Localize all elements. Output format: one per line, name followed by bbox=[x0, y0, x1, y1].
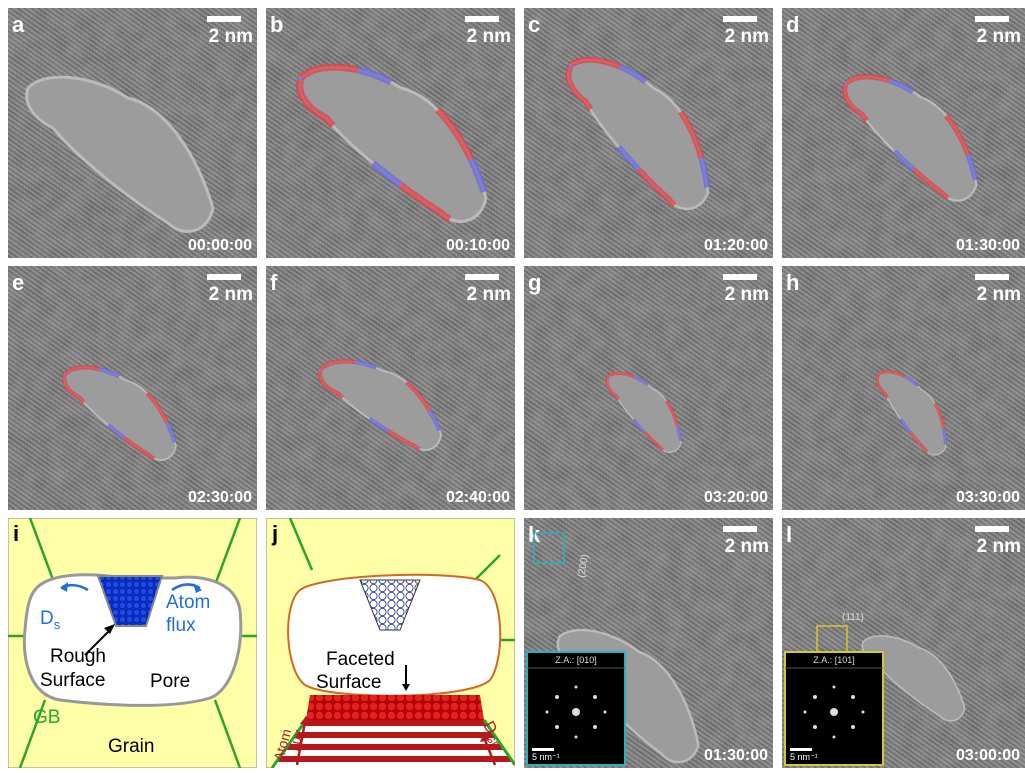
diffraction-spot bbox=[830, 708, 838, 716]
figure: a 2 nm 00:00:00 b 2 nm 00:10:00 c 2 nm 01:20:00 d… bbox=[0, 0, 1025, 773]
subscript: s bbox=[54, 617, 61, 632]
timestamp: 01:20:00 bbox=[704, 237, 768, 254]
tem-panel: c 2 nm 01:20:00 bbox=[524, 8, 773, 258]
timestamp: 03:30:00 bbox=[956, 489, 1020, 506]
panel-label: b bbox=[270, 12, 283, 37]
surface-label: Rough bbox=[50, 646, 106, 667]
scale-bar-label: 2 nm bbox=[209, 26, 253, 47]
scale-bar bbox=[723, 526, 757, 532]
timestamp: 02:30:00 bbox=[188, 489, 252, 506]
diffraction-spot bbox=[546, 711, 549, 714]
tem-panel: g 2 nm 03:20:00 bbox=[524, 266, 773, 510]
diffraction-spot bbox=[572, 708, 580, 716]
panel-label: g bbox=[528, 270, 541, 295]
diffraction-spot bbox=[575, 736, 578, 739]
panel-label: j bbox=[271, 521, 278, 546]
scale-bar bbox=[465, 16, 499, 22]
tem-panel: l 2 nm 03:00:00 (111) Z.A.: [101] 5 nm⁻¹ bbox=[782, 518, 1025, 768]
scale-bar-label: 2 nm bbox=[467, 284, 511, 305]
diffraction-spot bbox=[851, 725, 855, 729]
scale-bar-label: 2 nm bbox=[725, 284, 769, 305]
surface-label: Faceted bbox=[326, 649, 395, 670]
tem-panel: f 2 nm 02:40:00 bbox=[266, 266, 515, 510]
tem-panel: b 2 nm 00:10:00 bbox=[266, 8, 515, 258]
diffraction-spot bbox=[604, 711, 607, 714]
scale-bar bbox=[975, 274, 1009, 280]
panel-label: d bbox=[786, 12, 799, 37]
gb-label: GB bbox=[33, 707, 60, 728]
diffraction-spot bbox=[555, 695, 559, 699]
grain-label: Grain bbox=[108, 736, 154, 757]
scale-bar-label: 2 nm bbox=[725, 536, 769, 557]
symbol: D bbox=[40, 608, 54, 629]
plane-label: (111) bbox=[842, 612, 864, 623]
scale-bar-label: 2 nm bbox=[467, 26, 511, 47]
scale-bar-label: 2 nm bbox=[209, 284, 253, 305]
scale-bar-label: 2 nm bbox=[725, 26, 769, 47]
inset-scale-label: 5 nm⁻¹ bbox=[790, 752, 818, 762]
inset-scale-bar bbox=[790, 748, 812, 751]
zone-axis: Z.A.: [101] bbox=[813, 655, 855, 665]
diffraction-spot bbox=[862, 711, 865, 714]
scale-bar bbox=[723, 274, 757, 280]
scale-bar bbox=[207, 16, 241, 22]
diffraction-spot bbox=[833, 736, 836, 739]
scale-bar-label: 2 nm bbox=[977, 26, 1021, 47]
panel-label: e bbox=[12, 270, 24, 295]
timestamp: 00:10:00 bbox=[446, 237, 510, 254]
panel-label: l bbox=[786, 522, 792, 547]
timestamp: 01:30:00 bbox=[704, 747, 768, 764]
panel-label: f bbox=[270, 270, 278, 295]
panel-label: h bbox=[786, 270, 799, 295]
timestamp: 01:30:00 bbox=[956, 237, 1020, 254]
scale-bar bbox=[975, 16, 1009, 22]
diffraction-spot bbox=[833, 686, 836, 689]
surface-label: Surface bbox=[40, 670, 105, 691]
tem-panel: e 2 nm 02:30:00 bbox=[8, 266, 257, 510]
flux-label: flux bbox=[166, 615, 196, 636]
timestamp: 02:40:00 bbox=[446, 489, 510, 506]
diffraction-spot bbox=[593, 725, 597, 729]
pore-label: Pore bbox=[150, 671, 190, 692]
diffraction-spot bbox=[813, 695, 817, 699]
tem-panel: d 2 nm 01:30:00 bbox=[782, 8, 1025, 258]
diffraction-spot bbox=[575, 686, 578, 689]
timestamp: 03:00:00 bbox=[956, 747, 1020, 764]
surface-label: Surface bbox=[316, 672, 381, 693]
tem-panel: a 2 nm 00:00:00 bbox=[8, 8, 257, 258]
scale-bar bbox=[465, 274, 499, 280]
flux-label: Atom bbox=[166, 592, 210, 613]
scale-bar-label: 2 nm bbox=[977, 284, 1021, 305]
zone-axis: Z.A.: [010] bbox=[555, 655, 597, 665]
scale-bar bbox=[207, 274, 241, 280]
schematic-i bbox=[8, 518, 257, 768]
diffraction-spot bbox=[593, 695, 597, 699]
diffraction-spot bbox=[851, 695, 855, 699]
timestamp: 00:00:00 bbox=[188, 237, 252, 254]
inset-scale-bar bbox=[532, 748, 554, 751]
diffraction-spot bbox=[813, 725, 817, 729]
diffraction-spot bbox=[555, 725, 559, 729]
scale-bar bbox=[723, 16, 757, 22]
panel-label: c bbox=[528, 12, 540, 37]
scale-bar-label: 2 nm bbox=[977, 536, 1021, 557]
panel-label: a bbox=[12, 12, 25, 37]
diffraction-spot bbox=[804, 711, 807, 714]
panel-label: i bbox=[13, 521, 19, 546]
scale-bar bbox=[975, 526, 1009, 532]
inset-scale-label: 5 nm⁻¹ bbox=[532, 752, 560, 762]
tem-panel: h 2 nm 03:30:00 bbox=[782, 266, 1025, 510]
timestamp: 03:20:00 bbox=[704, 489, 768, 506]
